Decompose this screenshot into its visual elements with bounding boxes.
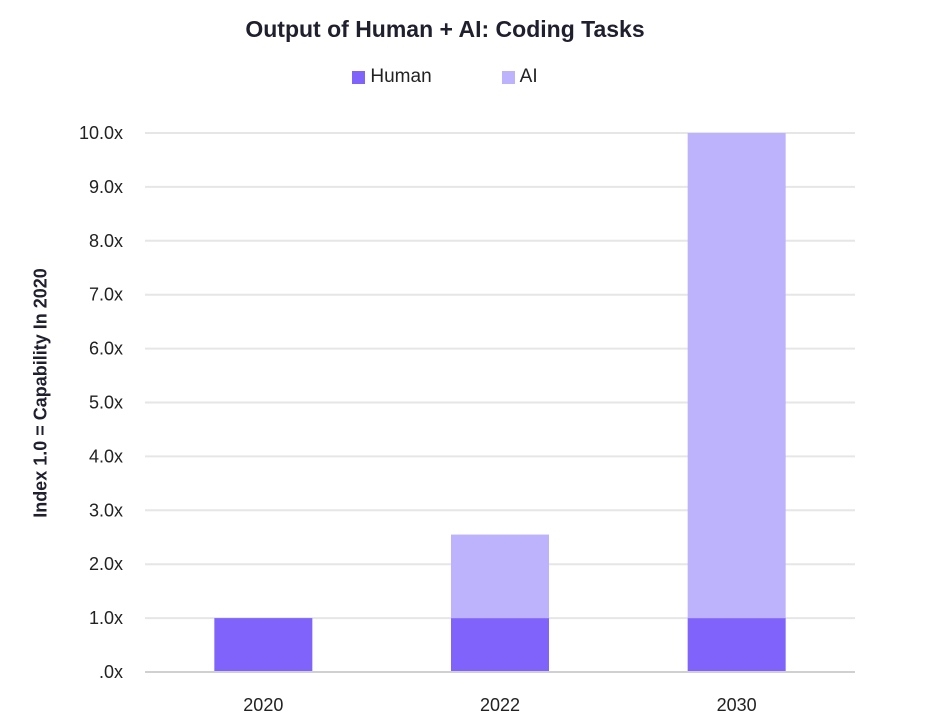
legend-label-human: Human (370, 66, 432, 87)
bar-human-2022 (451, 618, 549, 672)
legend-label-ai: AI (519, 66, 538, 87)
y-tick-label: 8.0x (89, 231, 123, 251)
legend-swatch-ai (501, 70, 515, 84)
bar-ai-2022 (451, 534, 549, 619)
bar-ai-2030 (687, 133, 786, 619)
legend: Human AI (0, 66, 890, 88)
y-tick-label: 10.0x (79, 123, 123, 143)
bar-human-2030 (687, 618, 786, 672)
y-tick-label: 3.0x (89, 500, 123, 520)
bar-human-2020 (214, 618, 313, 672)
legend-item-ai: AI (501, 66, 538, 88)
x-tick-label: 2022 (480, 695, 520, 715)
y-tick-label: 5.0x (89, 393, 123, 413)
y-tick-label: 7.0x (89, 285, 123, 305)
y-tick-label: 2.0x (89, 554, 123, 574)
y-tick-label: 1.0x (89, 608, 123, 628)
y-tick-label: .0x (99, 662, 123, 682)
y-tick-label: 4.0x (89, 446, 123, 466)
y-tick-label: 9.0x (89, 177, 123, 197)
legend-item-human: Human (352, 66, 432, 88)
x-tick-label: 2020 (243, 695, 283, 715)
chart-title: Output of Human + AI: Coding Tasks (245, 16, 645, 42)
x-tick-label: 2030 (717, 695, 757, 715)
y-tick-label: 6.0x (89, 339, 123, 359)
legend-swatch-human (352, 70, 366, 84)
